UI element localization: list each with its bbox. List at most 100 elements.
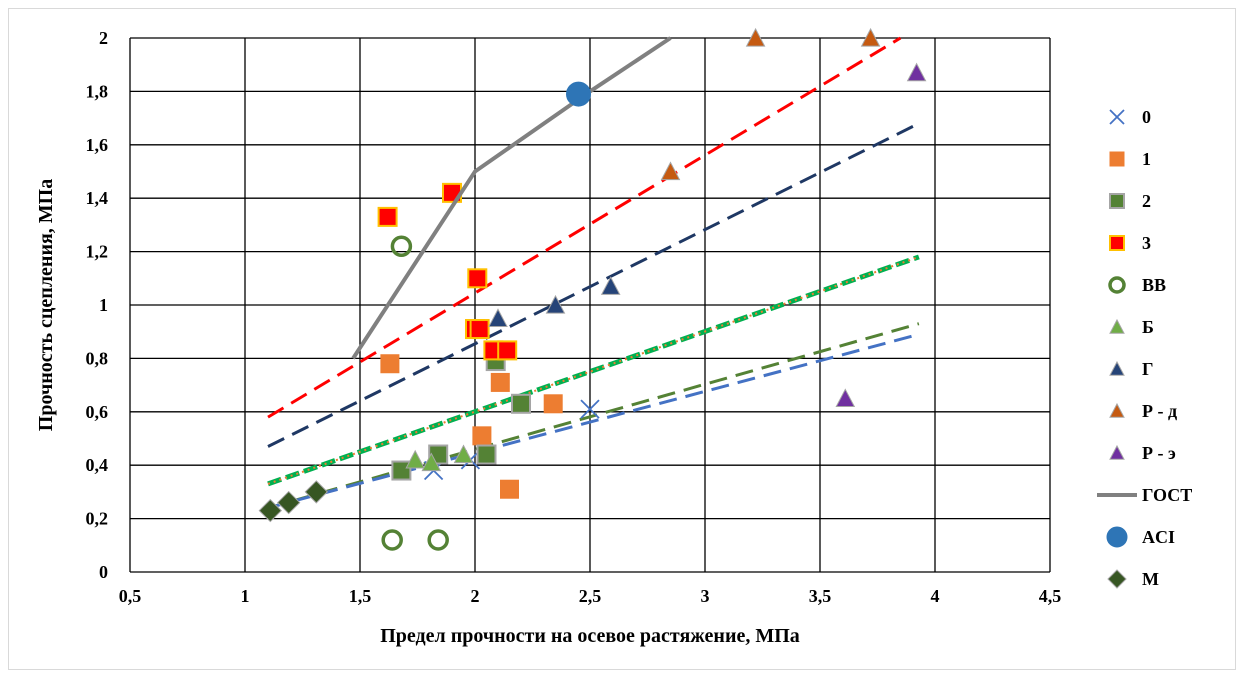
legend-item-10: ACI bbox=[1106, 526, 1175, 548]
series-4-point-0 bbox=[390, 235, 413, 258]
legend-label-0: 0 bbox=[1142, 107, 1151, 127]
legend-item-8: Р - э bbox=[1109, 443, 1176, 463]
legend-item-6: Г bbox=[1109, 359, 1153, 379]
series-8-point-1 bbox=[906, 62, 927, 82]
series-6-point-2 bbox=[600, 276, 621, 295]
series-6 bbox=[488, 276, 621, 327]
series-7-point-0 bbox=[660, 161, 681, 181]
x-tick-label-5: 3 bbox=[701, 586, 710, 606]
x-tick-label-0: 0,5 bbox=[119, 586, 142, 606]
x-tick-label-2: 1,5 bbox=[349, 586, 372, 606]
series-5-point-1 bbox=[421, 452, 442, 472]
series-4 bbox=[381, 235, 449, 551]
legend-item-1: 1 bbox=[1109, 149, 1151, 169]
legend-label-2: 2 bbox=[1142, 191, 1151, 211]
series-11-point-1 bbox=[276, 490, 301, 515]
legend-label-5: Б bbox=[1142, 317, 1154, 337]
series-9-line bbox=[351, 36, 672, 360]
series-0-point-2-stroke-b bbox=[580, 399, 600, 419]
series-3-point-2 bbox=[467, 268, 488, 289]
y-tick-label-7: 1,4 bbox=[86, 188, 109, 208]
x-tick-label-7: 4 bbox=[931, 586, 940, 606]
y-tick-label-10: 2 bbox=[99, 28, 108, 48]
legend-item-4: ВВ bbox=[1108, 275, 1166, 295]
series-5-point-2 bbox=[453, 444, 474, 464]
series-3-point-4 bbox=[469, 319, 490, 340]
legend-item-5: Б bbox=[1109, 317, 1154, 337]
series-5 bbox=[405, 444, 474, 472]
series-5-point-0 bbox=[405, 449, 426, 469]
x-tick-label-8: 4,5 bbox=[1039, 586, 1062, 606]
series-7 bbox=[660, 27, 881, 181]
series-2-point-4 bbox=[511, 393, 531, 414]
legend-swatch-0 bbox=[1109, 109, 1125, 125]
series-0-point-2 bbox=[580, 399, 600, 419]
x-tick-label-3: 2 bbox=[471, 586, 480, 606]
series-8-point-0 bbox=[835, 388, 856, 408]
legend-swatch-4 bbox=[1108, 276, 1126, 294]
legend-swatch-7 bbox=[1109, 402, 1125, 418]
legend-label-11: М bbox=[1142, 569, 1159, 589]
trendline-layer bbox=[267, 36, 920, 510]
y-tick-label-2: 0,4 bbox=[86, 455, 109, 475]
series-1-point-2 bbox=[490, 372, 510, 392]
series-4-point-1 bbox=[381, 529, 403, 551]
legend-label-7: Р - д bbox=[1142, 401, 1177, 421]
series-3-point-6 bbox=[497, 340, 518, 361]
series-7-point-1 bbox=[745, 27, 766, 47]
legend-swatch-6 bbox=[1109, 360, 1125, 376]
trendline-5 bbox=[267, 332, 920, 510]
legend-label-8: Р - э bbox=[1142, 443, 1176, 463]
y-tick-label-3: 0,6 bbox=[86, 402, 109, 422]
y-tick-label-1: 0,2 bbox=[86, 509, 109, 529]
legend-item-0: 0 bbox=[1109, 107, 1151, 127]
trendline-1 bbox=[267, 122, 920, 448]
series-1-point-4 bbox=[543, 394, 563, 414]
series-1-point-3 bbox=[500, 479, 519, 499]
series-10-point-0 bbox=[566, 81, 591, 107]
trendline-3 bbox=[267, 255, 920, 485]
legend-item-11: М bbox=[1107, 569, 1159, 589]
y-tick-label-5: 1 bbox=[99, 295, 108, 315]
legend-label-4: ВВ bbox=[1142, 275, 1166, 295]
x-tick-label-6: 3,5 bbox=[809, 586, 832, 606]
legend-swatch-8 bbox=[1109, 444, 1125, 460]
series-layer bbox=[258, 27, 927, 551]
series-9 bbox=[351, 36, 672, 360]
legend-swatch-0-stroke-b bbox=[1109, 109, 1125, 125]
grid-layer bbox=[129, 37, 1051, 573]
legend-label-3: 3 bbox=[1142, 233, 1151, 253]
y-tick-label-8: 1,6 bbox=[86, 135, 109, 155]
y-tick-label-6: 1,2 bbox=[86, 242, 109, 262]
series-3 bbox=[377, 182, 518, 361]
y-axis-title: Прочность сцепления, МПа bbox=[35, 179, 57, 431]
series-10 bbox=[566, 81, 591, 107]
legend-swatch-11 bbox=[1107, 569, 1127, 589]
legend-item-7: Р - д bbox=[1109, 401, 1177, 421]
legend-swatch-5 bbox=[1109, 318, 1125, 334]
trendline-0 bbox=[267, 36, 902, 419]
legend-swatch-10 bbox=[1106, 526, 1128, 548]
series-1-point-0 bbox=[380, 354, 400, 374]
series-8 bbox=[835, 62, 927, 408]
legend-item-3: 3 bbox=[1109, 233, 1151, 253]
series-3-point-0 bbox=[377, 206, 398, 227]
tick-labels: 0,5 1 1,5 2 2,5 3 3,5 4 4,5 0 0,2 0,4 0,6 0,8 1 1,2 1,4 1… bbox=[86, 28, 1062, 606]
x-axis-title: Предел прочности на осевое растяжение, М… bbox=[380, 625, 800, 647]
chart-frame bbox=[8, 8, 1236, 670]
x-tick-label-1: 1 bbox=[241, 586, 250, 606]
y-tick-label-9: 1,8 bbox=[86, 81, 109, 101]
trendline-4 bbox=[267, 322, 920, 510]
legend-swatch-2 bbox=[1109, 193, 1125, 209]
legend-swatch-3 bbox=[1109, 235, 1125, 251]
legend: 0 1 2 3 ВВ Б Г Р - д Р - э ГОСТ ACI М bbox=[1097, 107, 1192, 589]
series-6-point-1 bbox=[545, 294, 566, 314]
series-6-point-0 bbox=[488, 308, 508, 327]
legend-swatch-1 bbox=[1109, 151, 1125, 167]
x-tick-label-4: 2,5 bbox=[579, 586, 602, 606]
legend-label-6: Г bbox=[1142, 359, 1153, 379]
series-1 bbox=[380, 354, 563, 499]
legend-label-9: ГОСТ bbox=[1142, 485, 1192, 505]
legend-item-9: ГОСТ bbox=[1097, 485, 1192, 505]
